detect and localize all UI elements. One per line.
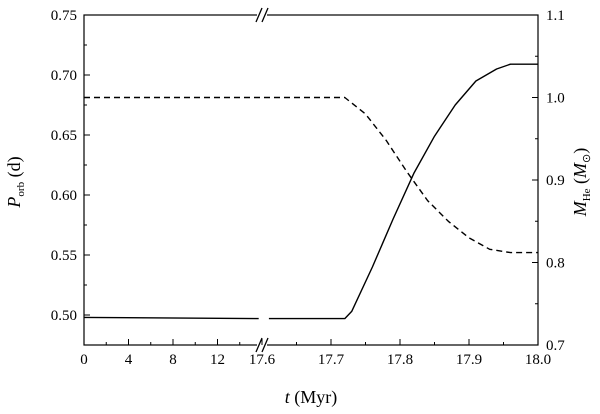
y-right-tick-label: 1.1 [546,8,565,24]
data-lines [83,63,538,320]
axis-ticks: 0 4 8 12 17.6 17.7 17.8 17.9 18.0 0.50 0.55 0.60 0.6… [51,8,566,368]
y-right-tick-label: 0.7 [546,338,565,354]
x-tick-label: 12 [210,352,225,368]
x-tick-label: 18.0 [525,352,551,368]
axis-break-gap-top [257,8,267,22]
y-right-tick-label: 0.9 [546,173,565,189]
x-axis-label: t (Myr) [285,387,338,408]
x-tick-label: 0 [80,352,88,368]
axis-break-mark-top-1 [255,7,263,23]
y-right-tick-label: 1.0 [546,91,565,107]
x-tick-label: 17.7 [318,352,345,368]
x-tick-label: 17.8 [387,352,413,368]
x-tick-label: 4 [125,352,133,368]
y-left-axis-label: Porb (d) [4,156,27,208]
y-right-axis-label: MHe (M⊙) [570,148,593,218]
y-left-tick-label: 0.55 [51,248,77,264]
series-orbital-period-solid [83,63,538,320]
y-left-tick-label: 0.65 [51,128,77,144]
axis-break-mark-bottom-1 [255,337,263,353]
axis-break-mark-bottom-2 [261,337,269,353]
plot-frame [83,7,539,353]
y-left-tick-label: 0.60 [51,188,77,204]
svg-text:Porb (d): Porb (d) [4,156,27,208]
svg-text:MHe (M⊙): MHe (M⊙) [570,148,593,218]
x-tick-label: 17.9 [456,352,482,368]
x-tick-label: 8 [169,352,177,368]
series-he-mass-dashed [84,96,538,254]
axis-break-mark-top-2 [261,7,269,23]
y-right-tick-label: 0.8 [546,256,565,272]
y-left-tick-label: 0.70 [51,68,77,84]
x-tick-label: 17.6 [249,352,276,368]
plot-border [83,14,539,346]
y-left-tick-label: 0.50 [51,308,77,324]
y-left-tick-label: 0.75 [51,8,77,24]
